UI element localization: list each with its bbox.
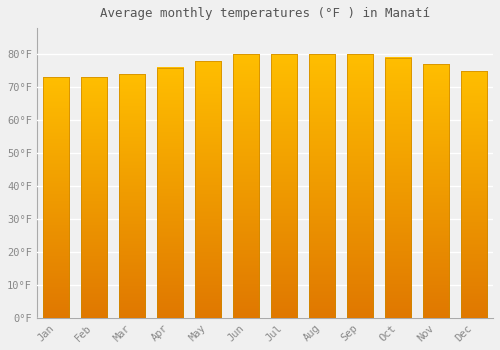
Bar [422,64,450,318]
Bar [270,54,297,318]
Title: Average monthly temperatures (°F ) in Manatí: Average monthly temperatures (°F ) in Ma… [100,7,430,20]
Bar [308,54,336,318]
Bar [42,77,69,318]
Bar [194,61,221,318]
Bar [80,77,107,318]
Bar [156,68,183,318]
Bar [118,74,145,318]
Bar [232,54,259,318]
Bar [460,71,487,318]
Bar [384,58,411,318]
Bar [346,54,374,318]
